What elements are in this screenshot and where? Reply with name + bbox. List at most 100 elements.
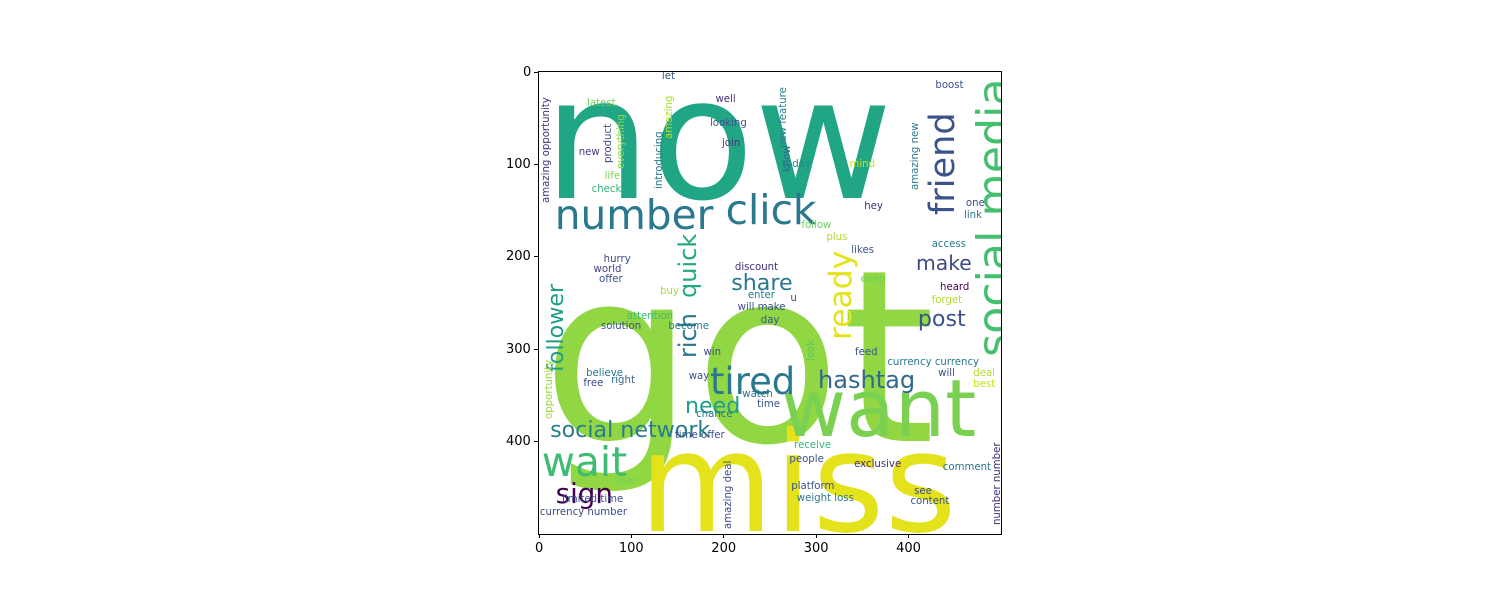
word-boost: boost: [935, 79, 964, 91]
word-amazing: amazing: [663, 95, 675, 139]
y-tick: [534, 163, 538, 165]
x-tick: [723, 534, 725, 538]
x-tick: [630, 534, 632, 538]
word-number: number: [554, 190, 714, 239]
word-need: need: [684, 393, 741, 420]
word-got: got: [541, 218, 936, 499]
x-tick-label: 0: [535, 541, 544, 556]
word-platform: platform: [791, 481, 835, 493]
x-tick: [538, 534, 540, 538]
word-world: world: [593, 264, 622, 276]
x-tick: [815, 534, 817, 538]
y-tick: [534, 441, 538, 443]
word-amazing-opportunity: amazing opportunity: [540, 97, 552, 204]
word-free: free: [583, 377, 604, 389]
word-win: win: [703, 346, 722, 358]
word-looking: looking: [709, 118, 747, 130]
word-miss: miss: [638, 401, 957, 534]
word-friend: friend: [922, 112, 964, 216]
word-feed: feed: [855, 346, 878, 358]
word-deal: deal: [973, 367, 996, 379]
y-tick-label: 0: [523, 64, 532, 80]
word-access: access: [931, 239, 966, 251]
y-tick-label: 400: [506, 434, 531, 450]
word-new: new: [578, 146, 600, 158]
word-buy: buy: [660, 286, 679, 298]
word-content: content: [910, 496, 950, 508]
word-wait: wait: [541, 438, 628, 487]
word-become: become: [668, 320, 709, 332]
word-ready: ready: [823, 250, 860, 340]
word-user: user: [614, 475, 637, 487]
word-join: join: [721, 137, 741, 149]
word-even: even: [860, 274, 886, 286]
word-chance: chance: [696, 409, 733, 421]
word-quick: quick: [673, 234, 702, 299]
word-best: best: [973, 378, 996, 390]
word-social-network: social network: [550, 417, 711, 444]
word-opportunity: opportunity: [543, 360, 555, 420]
word-u: u: [790, 292, 797, 304]
word-attention: attention: [626, 310, 674, 322]
word-will-make: will make: [737, 302, 786, 314]
word-mind: mind: [849, 158, 876, 170]
word-receive: receive: [794, 439, 832, 451]
word-currency-currency: currency currency: [887, 356, 980, 368]
word-sign: sign: [555, 477, 613, 511]
word-forget: forget: [931, 294, 963, 306]
word-click: click: [725, 186, 817, 235]
word-likes: likes: [851, 244, 874, 256]
word-believe: believe: [586, 367, 623, 379]
word-today: today: [782, 158, 811, 170]
word-want: want: [781, 361, 977, 455]
y-tick: [534, 256, 538, 258]
word-discount: discount: [734, 261, 779, 273]
y-tick-label: 100: [506, 156, 531, 172]
word-see: see: [914, 486, 932, 498]
word-link: link: [964, 209, 982, 221]
word-post: post: [917, 306, 966, 333]
word-hey: hey: [864, 200, 883, 212]
x-tick-label: 200: [711, 541, 737, 556]
word-well: well: [715, 94, 736, 106]
word-comment: comment: [942, 462, 992, 474]
word-heard: heard: [940, 281, 970, 293]
word-everything: everything: [615, 114, 627, 170]
y-tick: [534, 348, 538, 350]
word-solution: solution: [600, 320, 642, 332]
word-hurry: hurry: [603, 254, 631, 266]
wordcloud-plot-area: now got miss want number click social media fri…: [539, 72, 1001, 534]
word-number-number: number number: [991, 442, 1001, 525]
word-currency-number: currency number: [539, 507, 628, 519]
word-limited-time: limited time: [562, 494, 624, 506]
word-amazing-new: amazing new: [910, 122, 922, 191]
word-follow: follow: [801, 219, 832, 231]
x-tick-label: 100: [618, 541, 644, 556]
word-now: now: [543, 72, 893, 238]
word-exclusive: exclusive: [854, 459, 902, 471]
word-will: will: [938, 367, 955, 379]
word-life: life: [604, 170, 621, 182]
word-latest: latest: [587, 97, 616, 109]
word-know: know: [781, 144, 793, 172]
word-time: time: [757, 399, 781, 411]
y-tick-label: 200: [506, 249, 531, 265]
word-let: let: [661, 72, 675, 83]
word-watch: watch: [742, 389, 773, 401]
word-weight-loss: weight loss: [796, 493, 854, 505]
word-amazing-deal: amazing deal: [722, 461, 734, 530]
word-new-feature: new feature: [778, 86, 790, 148]
word-enter: enter: [747, 290, 775, 302]
word-check: check: [591, 183, 622, 195]
word-offer: offer: [599, 274, 623, 286]
word-share: share: [731, 270, 793, 297]
x-tick: [908, 534, 910, 538]
word-time-offer: time offer: [674, 429, 725, 441]
word-right: right: [611, 375, 635, 387]
word-people: people: [789, 453, 824, 465]
x-tick-label: 400: [896, 541, 921, 556]
word-way: way: [688, 371, 710, 383]
word-make: make: [915, 250, 972, 275]
word-day: day: [760, 315, 780, 327]
